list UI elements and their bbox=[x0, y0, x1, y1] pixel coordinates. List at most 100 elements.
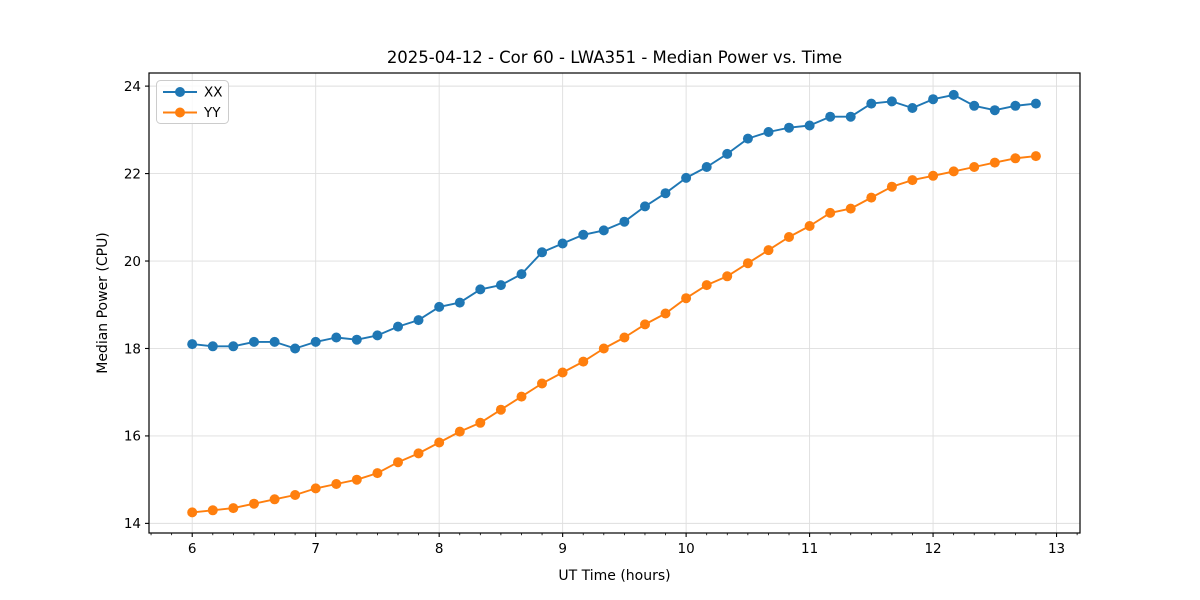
x-tick-label: 9 bbox=[558, 541, 567, 557]
x-axis-label: UT Time (hours) bbox=[558, 568, 670, 584]
data-point-xx bbox=[578, 229, 589, 240]
data-point-yy bbox=[763, 245, 774, 256]
plot-area: 6 7 8 9 10 11 12 13 14 16 18 20 22 24 bbox=[124, 72, 1081, 557]
data-point-xx bbox=[249, 336, 259, 347]
data-point-xx bbox=[907, 103, 918, 113]
data-point-yy bbox=[681, 293, 692, 304]
data-point-yy bbox=[722, 271, 733, 282]
data-point-yy bbox=[969, 162, 980, 172]
x-tick-label: 6 bbox=[188, 541, 197, 557]
data-point-xx bbox=[681, 172, 692, 183]
data-point-xx bbox=[845, 111, 856, 122]
data-point-xx bbox=[598, 225, 609, 236]
legend-marker-xx bbox=[175, 87, 185, 97]
data-point-yy bbox=[290, 490, 301, 500]
data-point-yy bbox=[784, 232, 794, 242]
data-point-xx bbox=[948, 89, 959, 100]
data-point-xx bbox=[454, 297, 465, 308]
data-point-xx bbox=[742, 133, 753, 144]
data-point-xx bbox=[804, 120, 815, 131]
data-point-xx bbox=[269, 336, 280, 347]
y-tick-label: 18 bbox=[124, 341, 141, 357]
data-point-xx bbox=[331, 332, 342, 343]
data-point-xx bbox=[928, 94, 939, 105]
x-tick-label: 8 bbox=[435, 541, 444, 557]
data-point-xx bbox=[495, 280, 506, 291]
data-point-yy bbox=[701, 280, 712, 291]
axes-box bbox=[148, 72, 1081, 534]
data-point-yy bbox=[207, 505, 218, 516]
data-point-yy bbox=[804, 221, 815, 231]
data-point-yy bbox=[475, 417, 486, 428]
data-point-yy bbox=[310, 483, 321, 494]
data-point-yy bbox=[619, 332, 630, 343]
data-point-yy bbox=[557, 367, 568, 378]
data-point-xx bbox=[886, 96, 897, 107]
data-point-xx bbox=[763, 127, 774, 137]
y-axis-label: Median Power (CPU) bbox=[95, 232, 111, 374]
data-point-yy bbox=[742, 258, 753, 269]
data-point-yy bbox=[331, 479, 342, 489]
chart-title: 2025-04-12 - Cor 60 - LWA351 - Median Po… bbox=[387, 48, 842, 67]
series-line-xx bbox=[192, 93, 1037, 350]
data-point-xx bbox=[989, 105, 1000, 116]
legend-label-xx: XX bbox=[204, 85, 223, 101]
data-point-xx bbox=[393, 321, 403, 332]
data-point-xx bbox=[516, 269, 527, 280]
data-point-xx bbox=[557, 238, 568, 249]
legend: XX YY bbox=[156, 80, 229, 124]
data-point-xx bbox=[1030, 98, 1041, 109]
data-point-xx bbox=[434, 301, 445, 312]
data-point-yy bbox=[495, 404, 506, 415]
data-point-yy bbox=[351, 474, 362, 485]
x-tick-label: 13 bbox=[1048, 541, 1065, 557]
legend-marker-yy bbox=[175, 107, 185, 118]
data-point-yy bbox=[537, 378, 547, 389]
data-point-yy bbox=[393, 457, 403, 468]
data-point-xx bbox=[207, 341, 218, 352]
data-point-xx bbox=[310, 336, 321, 347]
y-tick-label: 22 bbox=[124, 166, 141, 182]
data-point-xx bbox=[187, 339, 198, 350]
data-point-xx bbox=[228, 341, 239, 352]
data-point-yy bbox=[907, 175, 918, 186]
data-point-yy bbox=[578, 356, 589, 367]
series-line-yy bbox=[192, 155, 1037, 514]
y-tick-label: 14 bbox=[124, 516, 141, 532]
data-point-yy bbox=[516, 391, 527, 402]
data-point-xx bbox=[537, 247, 547, 258]
x-tick-label: 11 bbox=[801, 541, 818, 557]
legend-label-yy: YY bbox=[203, 105, 221, 121]
x-tick-label: 10 bbox=[678, 541, 695, 557]
data-point-xx bbox=[640, 201, 650, 212]
data-point-yy bbox=[1030, 151, 1041, 162]
data-point-yy bbox=[187, 507, 198, 518]
y-tick-label: 16 bbox=[124, 429, 141, 445]
data-point-xx bbox=[660, 188, 671, 199]
data-point-xx bbox=[825, 111, 836, 122]
data-point-yy bbox=[249, 498, 259, 509]
data-point-yy bbox=[434, 437, 445, 448]
data-point-yy bbox=[598, 343, 609, 354]
data-point-yy bbox=[948, 166, 959, 177]
data-point-xx bbox=[1010, 100, 1021, 111]
data-point-yy bbox=[1010, 153, 1021, 164]
data-point-xx bbox=[969, 100, 980, 111]
data-point-xx bbox=[372, 330, 383, 341]
y-tick-label: 20 bbox=[124, 254, 141, 270]
data-point-xx bbox=[290, 343, 301, 354]
data-point-yy bbox=[413, 448, 424, 459]
data-point-xx bbox=[351, 334, 362, 345]
y-tick-label: 24 bbox=[124, 79, 141, 95]
data-point-yy bbox=[372, 468, 383, 479]
data-point-xx bbox=[413, 315, 424, 326]
data-point-yy bbox=[825, 207, 836, 218]
data-point-xx bbox=[701, 162, 712, 172]
data-point-xx bbox=[619, 216, 630, 227]
data-point-yy bbox=[640, 319, 650, 330]
data-point-xx bbox=[475, 284, 486, 295]
data-point-yy bbox=[845, 203, 856, 214]
data-point-xx bbox=[722, 148, 733, 159]
